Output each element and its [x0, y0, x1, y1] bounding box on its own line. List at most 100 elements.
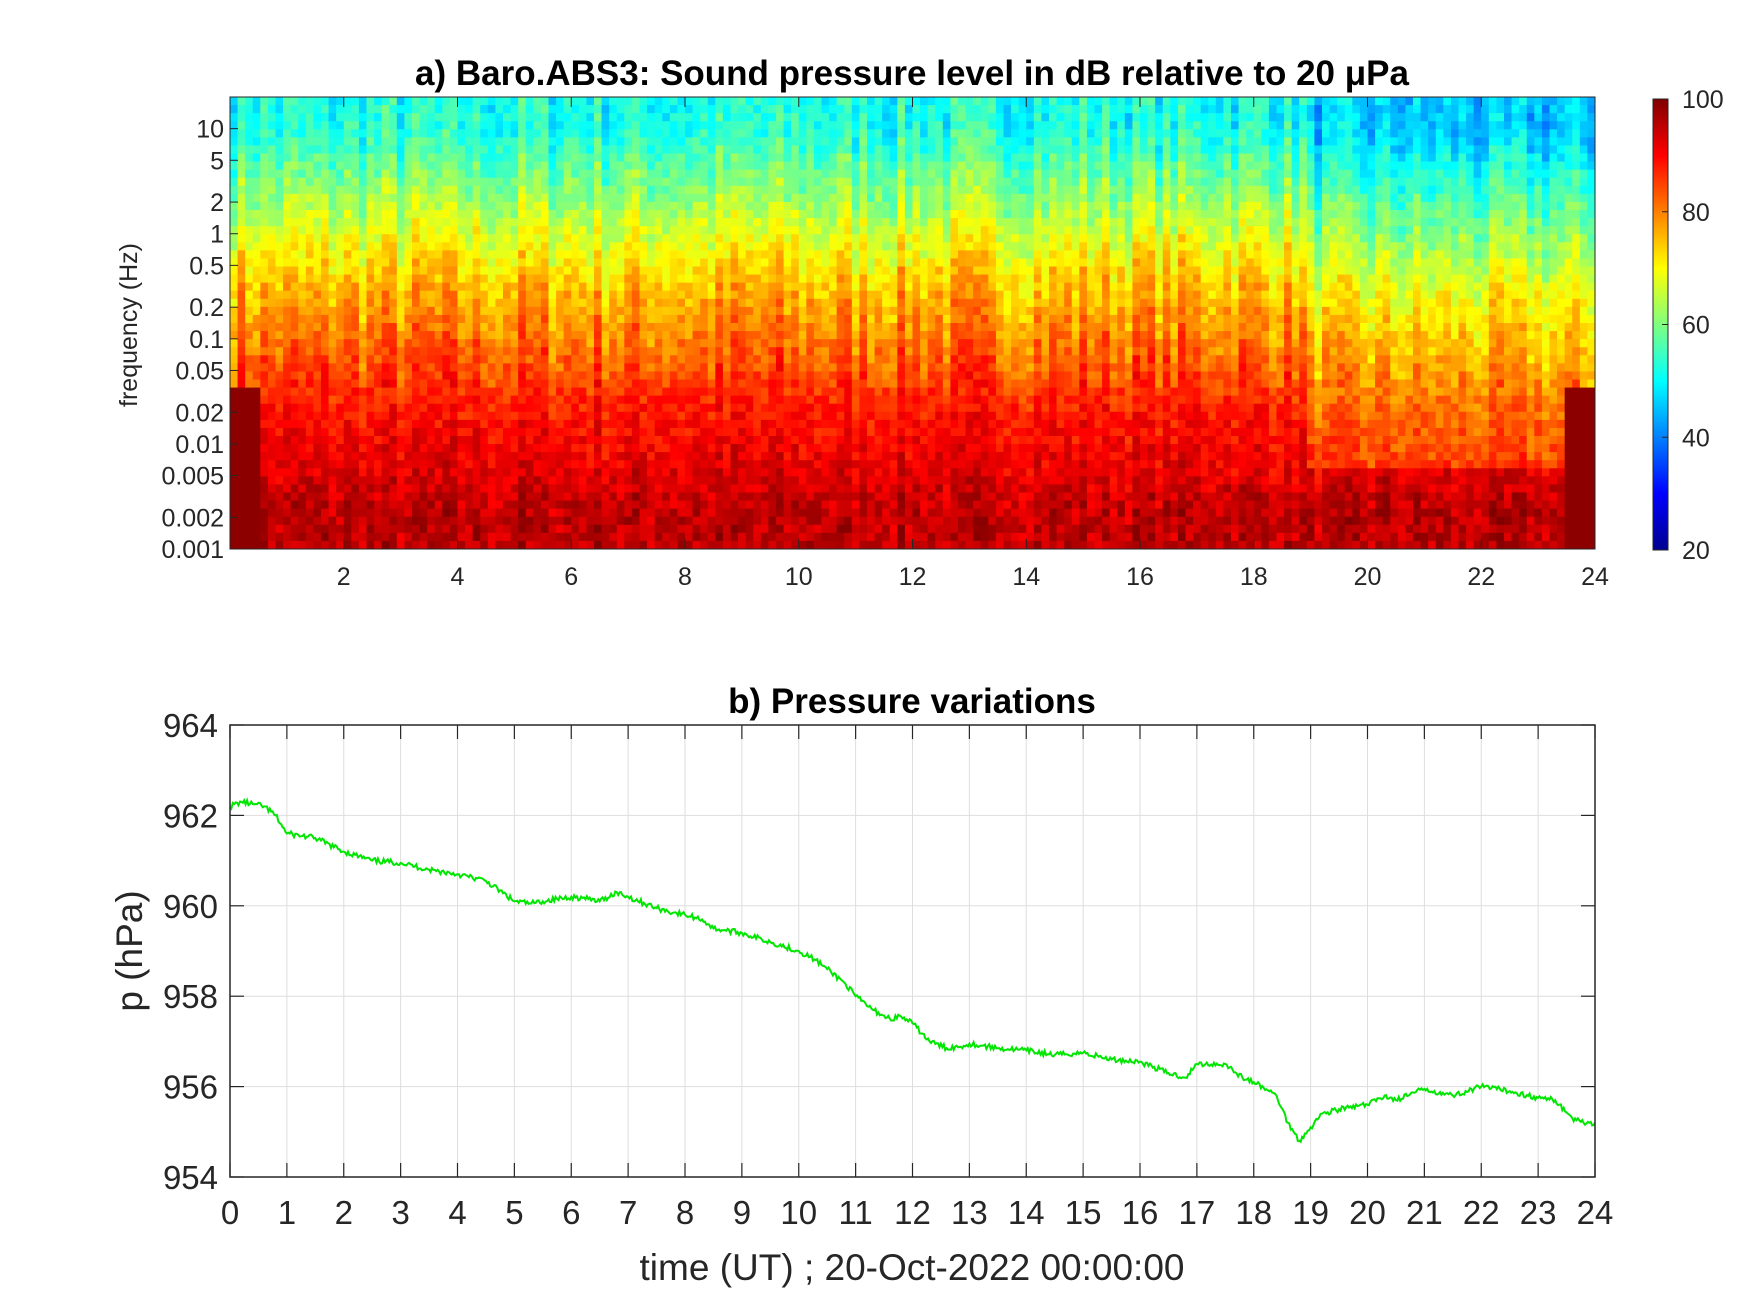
- spectrogram-cell: [859, 331, 868, 340]
- spectrogram-cell: [889, 210, 898, 219]
- spectrogram-cell: [510, 516, 519, 526]
- spectrogram-cell: [275, 452, 284, 461]
- spectrogram-cell: [267, 436, 277, 445]
- spectrogram-cell: [768, 476, 777, 486]
- spectrogram-cell: [533, 306, 542, 316]
- spectrogram-cell: [783, 476, 792, 486]
- spectrogram-cell: [525, 113, 534, 122]
- spectrogram-cell: [616, 516, 625, 526]
- spectrogram-cell: [518, 323, 527, 332]
- spectrogram-cell: [859, 339, 868, 348]
- spectrogram-cell: [510, 508, 519, 518]
- spectrogram-cell: [252, 331, 261, 340]
- spectrogram-cell: [616, 226, 625, 235]
- spectrogram-cell: [548, 371, 557, 381]
- spectrogram-cell: [601, 444, 610, 453]
- spectrogram-cell: [624, 298, 633, 308]
- spectrogram-cell: [290, 210, 299, 219]
- spectrogram-cell: [776, 193, 785, 203]
- spectrogram-cell: [533, 452, 542, 461]
- spectrogram-cell: [730, 339, 739, 348]
- spectrogram-cell: [252, 185, 261, 195]
- spectrogram-cell: [631, 266, 641, 276]
- spectrogram-cell: [745, 177, 754, 187]
- spectrogram-cell: [533, 363, 542, 373]
- spectrogram-cell: [609, 169, 618, 179]
- spectrogram-cell: [715, 193, 724, 203]
- spectrogram-cell: [753, 298, 762, 308]
- spectrogram-cell: [639, 411, 648, 421]
- spectrogram-cell: [510, 355, 519, 364]
- spectrogram-cell: [510, 371, 519, 381]
- spectrogram-cell: [647, 169, 656, 179]
- spectrogram-cell: [639, 323, 648, 332]
- spectrogram-cell: [480, 444, 489, 453]
- spectrogram-cell: [442, 145, 451, 155]
- spectrogram-cell: [609, 460, 618, 469]
- spectrogram-cell: [586, 540, 595, 549]
- spectrogram-cell: [305, 274, 315, 284]
- spectrogram-cell: [639, 347, 648, 356]
- spectrogram-cell: [806, 540, 815, 549]
- spectrogram-cell: [290, 298, 299, 308]
- spectrogram-cell: [321, 298, 330, 308]
- spectrogram-cell: [412, 387, 421, 397]
- spectrogram-cell: [798, 492, 807, 502]
- spectrogram-cell: [669, 540, 679, 549]
- spectrogram-cell: [700, 201, 709, 211]
- spectrogram-cell: [442, 395, 451, 405]
- spectrogram-cell: [260, 323, 269, 332]
- spectrogram-cell: [624, 468, 633, 477]
- spectrogram-cell: [889, 419, 898, 429]
- spectrogram-cell: [230, 258, 239, 268]
- spectrogram-cell: [798, 460, 807, 469]
- spectrogram-cell: [487, 97, 497, 106]
- spectrogram-cell: [404, 169, 413, 179]
- spectrogram-cell: [230, 105, 239, 114]
- spectrogram-cell: [480, 258, 489, 268]
- spectrogram-cell: [692, 282, 701, 292]
- spectrogram-cell: [252, 242, 261, 251]
- spectrogram-cell: [647, 129, 656, 138]
- spectrogram-cell: [730, 193, 739, 203]
- spectrogram-cell: [540, 387, 550, 397]
- spectrogram-cell: [556, 500, 565, 510]
- spectrogram-cell: [685, 282, 694, 292]
- spectrogram-cell: [647, 436, 656, 445]
- spectrogram-cell: [578, 105, 588, 114]
- spectrogram-cell: [639, 379, 648, 389]
- spectrogram-cell: [738, 347, 747, 356]
- spectrogram-cell: [783, 411, 792, 421]
- spectrogram-cell: [669, 234, 679, 243]
- spectrogram-cell: [738, 379, 747, 389]
- spectrogram-cell: [305, 129, 315, 138]
- spectrogram-cell: [457, 306, 466, 316]
- spectrogram-cell: [631, 323, 641, 332]
- spectrogram-cell: [237, 242, 246, 251]
- spectrogram-cell: [389, 419, 398, 429]
- spectrogram-cell: [677, 298, 686, 308]
- spectrogram-cell: [616, 403, 625, 413]
- spectrogram-cell: [267, 218, 277, 227]
- spectrogram-cell: [503, 460, 512, 469]
- spectrogram-cell: [449, 97, 459, 106]
- spectrogram-cell: [707, 258, 716, 268]
- spectrogram-cell: [518, 242, 527, 251]
- spectrogram-cell: [298, 323, 307, 332]
- spectrogram-cell: [776, 290, 785, 300]
- spectrogram-cell: [836, 532, 845, 542]
- spectrogram-cell: [525, 298, 534, 308]
- spectrogram-cell: [518, 177, 527, 187]
- spectrogram-cell: [829, 532, 838, 542]
- spectrogram-cell: [336, 282, 345, 292]
- spectrogram-cell: [874, 145, 883, 155]
- spectrogram-cell: [692, 347, 701, 356]
- spectrogram-cell: [776, 323, 785, 332]
- spectrogram-cell: [412, 177, 421, 187]
- spectrogram-cell: [358, 363, 368, 373]
- spectrogram-cell: [495, 452, 504, 461]
- spectrogram-cell: [245, 306, 254, 316]
- spectrogram-cell: [313, 379, 322, 389]
- spectrogram-cell: [396, 169, 406, 179]
- spectrogram-cell: [283, 468, 292, 477]
